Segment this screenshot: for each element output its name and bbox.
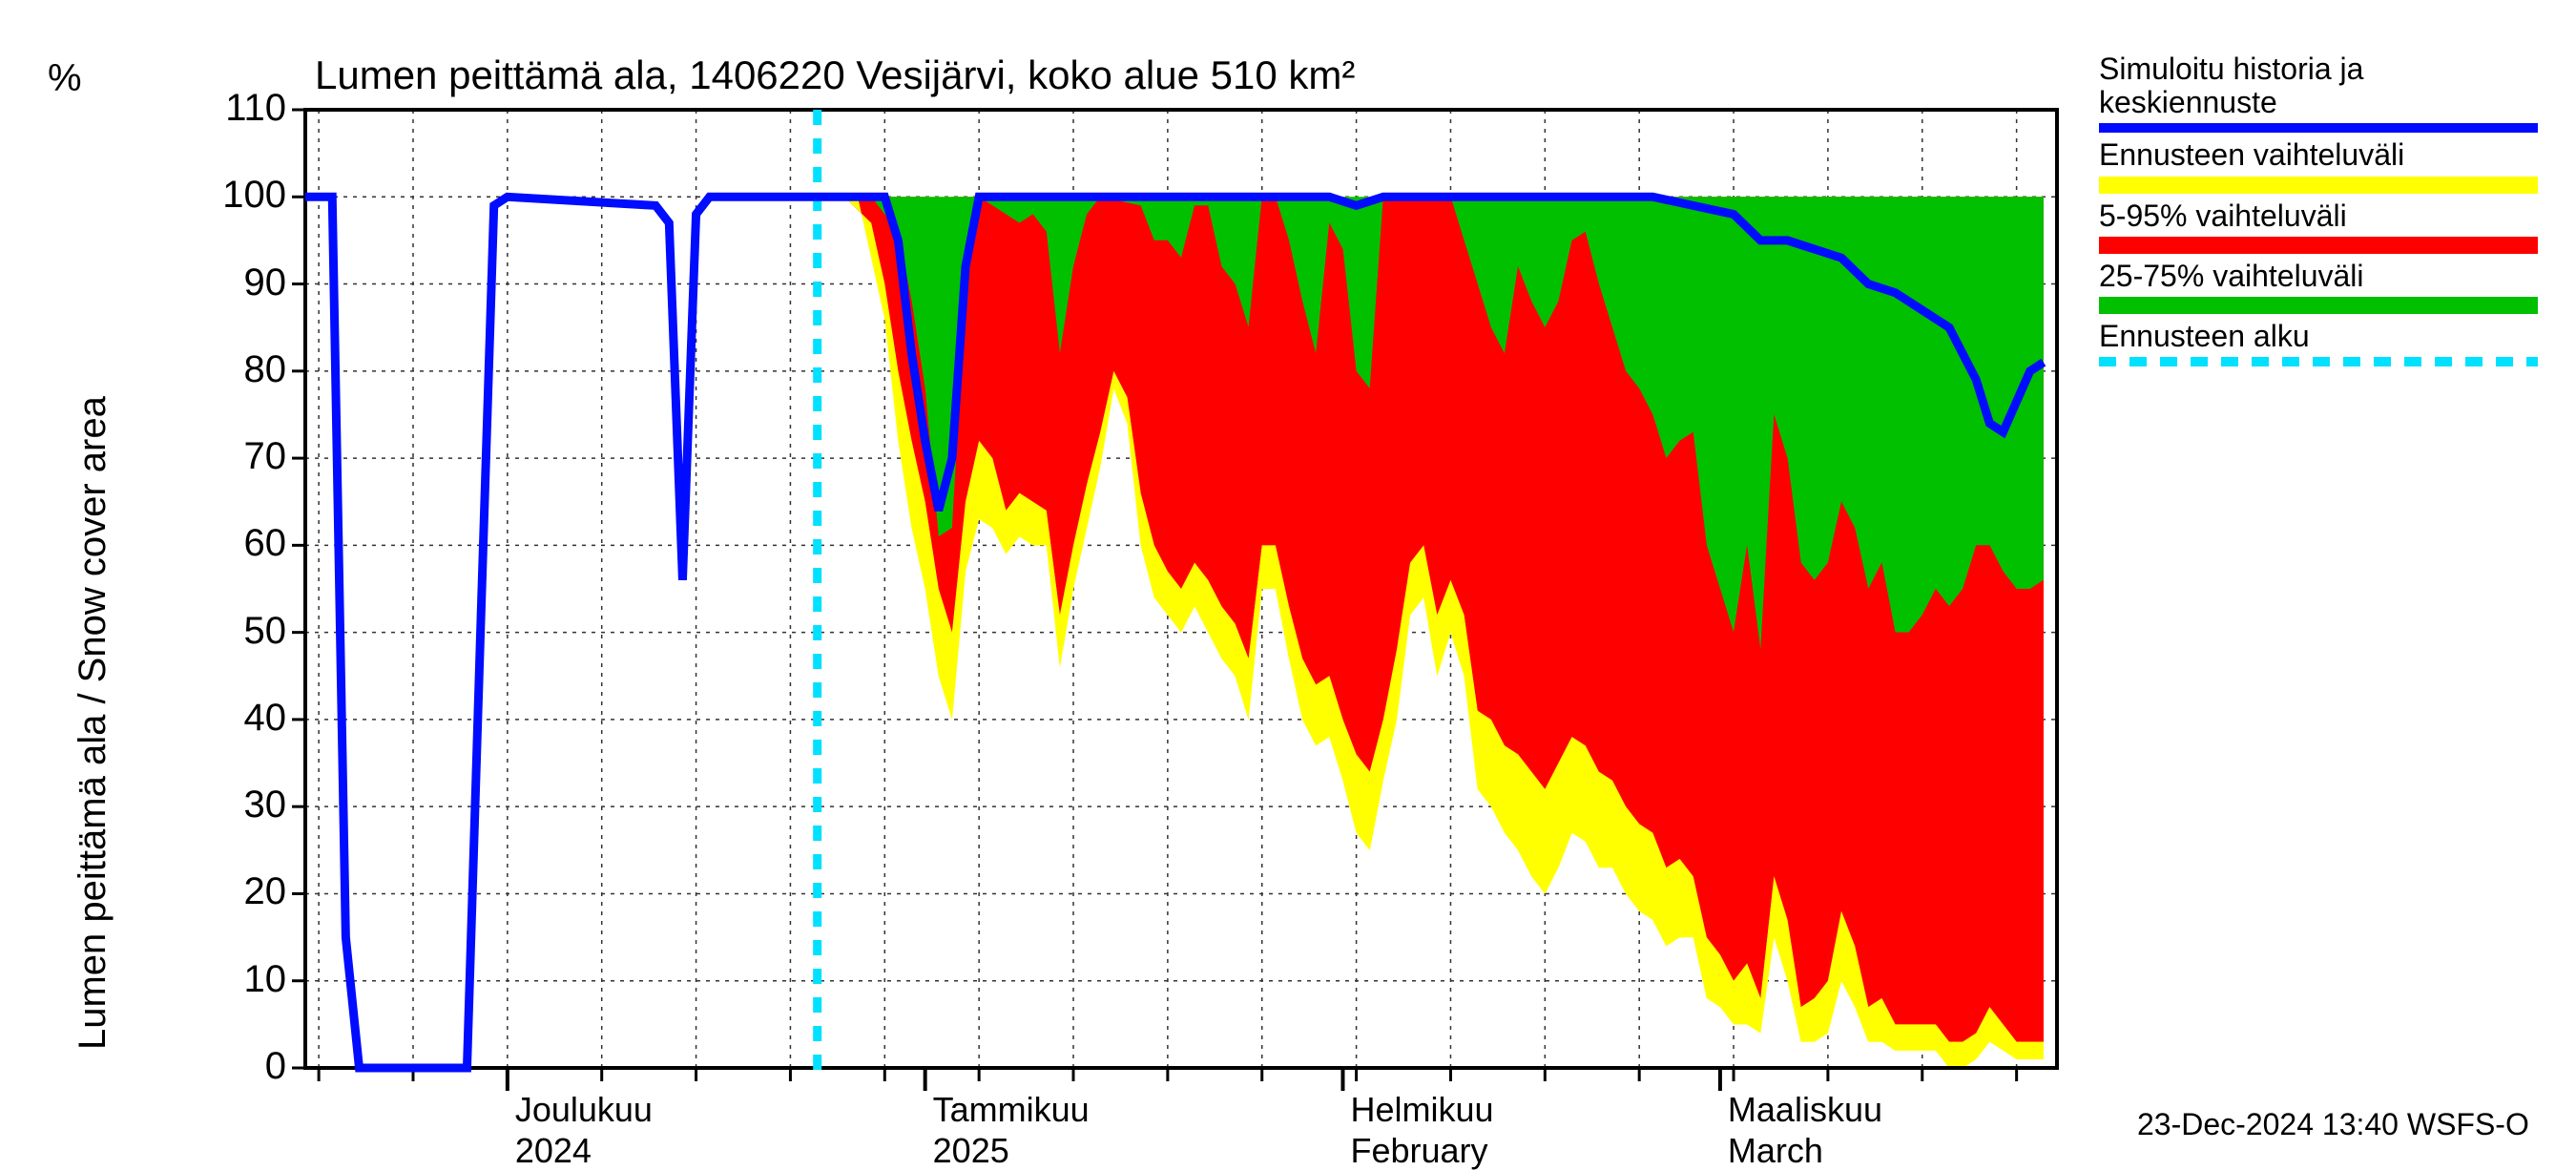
x-tick: MaaliskuuMarch	[1728, 1089, 1882, 1171]
legend-label: Simuloitu historia ja keskiennuste	[2099, 52, 2547, 119]
legend-item: Ennusteen alku	[2099, 320, 2547, 366]
x-tick: Joulukuu2024	[515, 1089, 653, 1171]
legend-label: 25-75% vaihteluväli	[2099, 260, 2547, 293]
legend-label: Ennusteen vaihteluväli	[2099, 138, 2547, 172]
legend-item: Simuloitu historia ja keskiennuste	[2099, 52, 2547, 133]
y-tick: 80	[210, 348, 286, 391]
legend: Simuloitu historia ja keskiennuste Ennust…	[2099, 52, 2547, 372]
legend-label: Ennusteen alku	[2099, 320, 2547, 353]
legend-item: 25-75% vaihteluväli	[2099, 260, 2547, 314]
footer-timestamp: 23-Dec-2024 13:40 WSFS-O	[2137, 1107, 2529, 1142]
legend-swatch	[2099, 297, 2538, 314]
y-tick: 10	[210, 958, 286, 1001]
x-tick: HelmikuuFebruary	[1350, 1089, 1493, 1171]
y-tick: 50	[210, 610, 286, 653]
x-tick: Tammikuu2025	[933, 1089, 1090, 1171]
y-tick: 100	[210, 174, 286, 217]
legend-label: 5-95% vaihteluväli	[2099, 199, 2547, 233]
y-tick: 0	[210, 1045, 286, 1088]
y-tick: 20	[210, 870, 286, 913]
y-tick: 110	[210, 87, 286, 130]
legend-item: 5-95% vaihteluväli	[2099, 199, 2547, 254]
y-tick: 30	[210, 784, 286, 826]
y-tick: 40	[210, 697, 286, 740]
legend-swatch	[2099, 237, 2538, 254]
y-tick: 60	[210, 522, 286, 565]
y-tick: 90	[210, 261, 286, 304]
legend-swatch	[2099, 123, 2538, 133]
y-tick: 70	[210, 435, 286, 478]
legend-item: Ennusteen vaihteluväli	[2099, 138, 2547, 193]
legend-swatch	[2099, 177, 2538, 194]
legend-swatch	[2099, 357, 2538, 366]
